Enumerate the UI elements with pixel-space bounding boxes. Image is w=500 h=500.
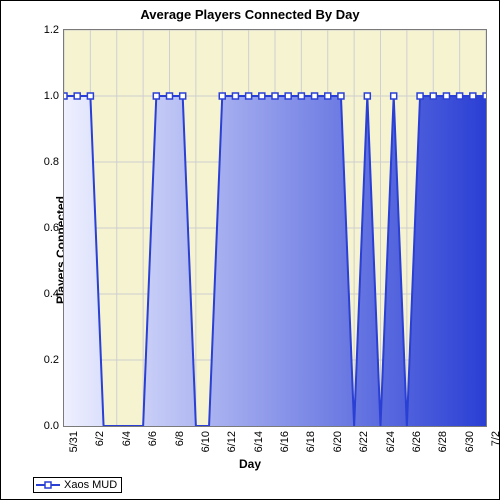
x-tick-label: 6/8 — [174, 431, 186, 446]
x-tick-label: 6/2 — [94, 431, 106, 446]
x-tick-label: 6/18 — [305, 431, 317, 452]
x-tick-label: 7/2 — [490, 431, 500, 446]
x-tick-label: 6/26 — [411, 431, 423, 452]
x-tick-label: 6/22 — [358, 431, 370, 452]
x-tick-label: 6/12 — [226, 431, 238, 452]
x-tick-label: 6/28 — [437, 431, 449, 452]
legend-label: Xaos MUD — [64, 479, 117, 491]
x-tick-label: 6/24 — [385, 431, 397, 452]
x-tick-label: 6/4 — [121, 431, 133, 446]
x-axis-label: Day — [1, 457, 499, 471]
y-tick-label: 0.6 — [29, 222, 59, 234]
x-tick-label: 6/20 — [332, 431, 344, 452]
chart-title: Average Players Connected By Day — [1, 7, 499, 22]
y-tick-label: 0.2 — [29, 354, 59, 366]
y-tick-label: 0.0 — [29, 420, 59, 432]
x-tick-label: 6/14 — [253, 431, 265, 452]
y-tick-label: 1.0 — [29, 90, 59, 102]
legend: Xaos MUD — [33, 477, 122, 493]
legend-swatch — [36, 479, 60, 491]
y-tick-label: 1.2 — [29, 24, 59, 36]
x-tick-label: 6/30 — [464, 431, 476, 452]
plot-area — [63, 29, 487, 427]
chart-svg — [64, 30, 486, 426]
x-tick-label: 5/31 — [68, 431, 80, 452]
chart-frame: Average Players Connected By Day Players… — [0, 0, 500, 500]
x-tick-label: 6/10 — [200, 431, 212, 452]
y-tick-label: 0.8 — [29, 156, 59, 168]
y-tick-label: 0.4 — [29, 288, 59, 300]
x-tick-label: 6/6 — [147, 431, 159, 446]
x-tick-label: 6/16 — [279, 431, 291, 452]
